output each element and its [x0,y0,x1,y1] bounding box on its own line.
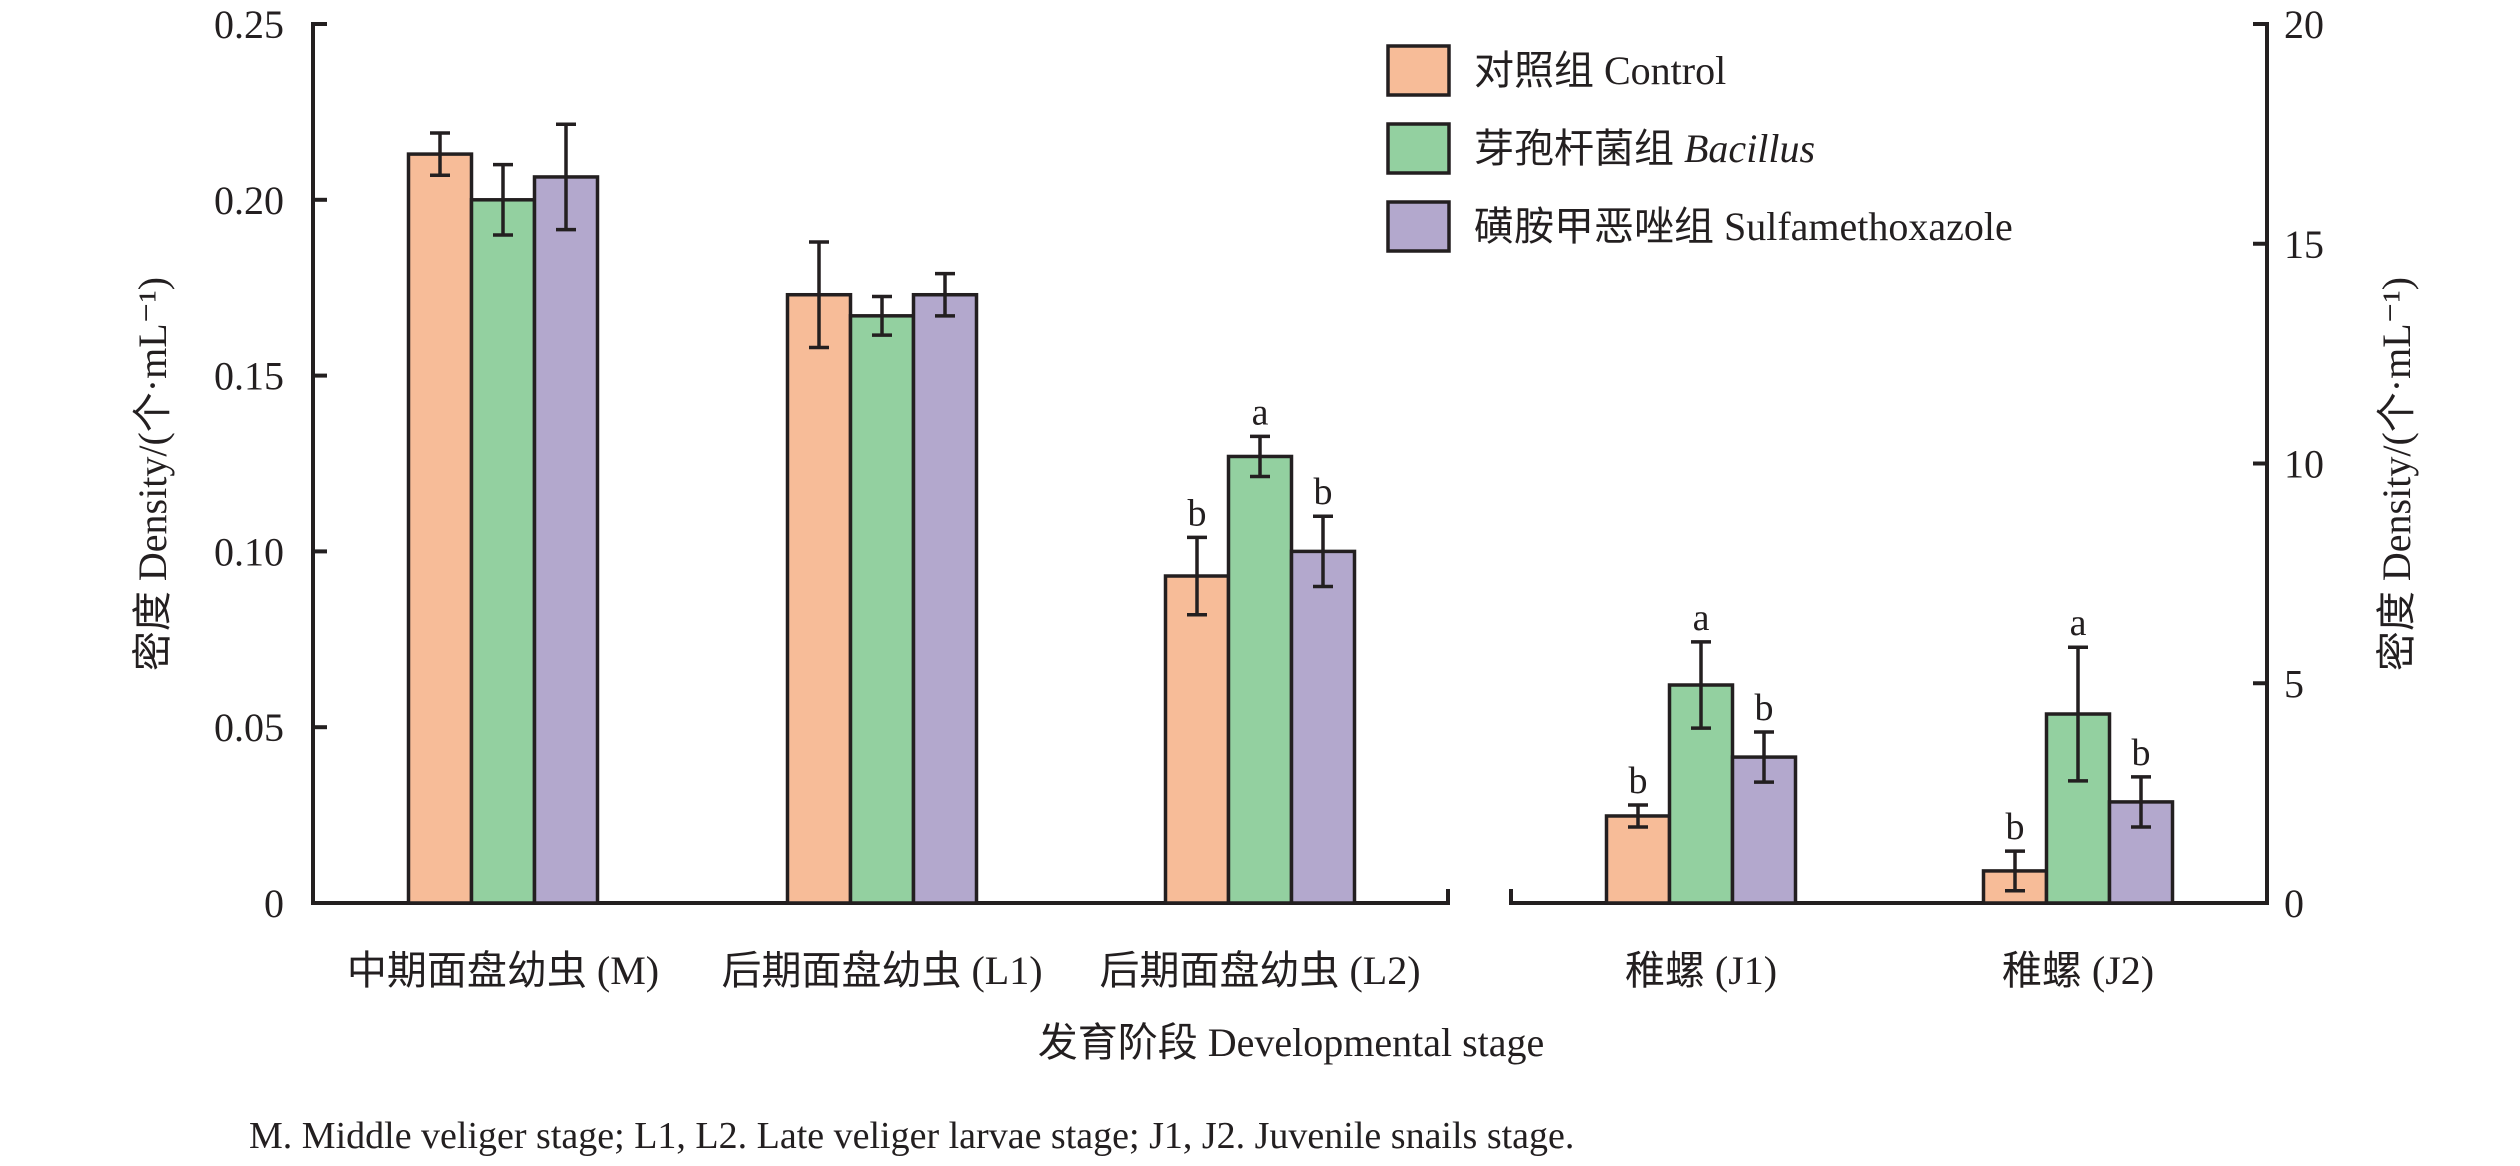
bar-3-3 [1289,549,1357,905]
figure-caption: M. Middle veliger stage; L1, L2. Late ve… [249,1115,1574,1157]
significance-letter: b [1629,760,1648,802]
error-bar-3-2 [1250,434,1270,479]
legend-swatch-2 [1386,122,1451,175]
significance-letter: b [1755,687,1774,729]
right-tick-label: 10 [2284,442,2324,487]
legend-label-1: 对照组 Control [1474,48,1726,93]
bar-2-1 [785,292,853,905]
left-tick-label: 0.05 [214,705,284,750]
significance-letter: b [1314,471,1333,513]
y-axis-title-right: 密度 Density/(个·mL⁻¹) [2374,277,2419,671]
bar-3-2 [1226,454,1294,905]
left-tick-label: 0.25 [214,2,284,47]
error-bar-1-1 [430,131,450,177]
tick-labels: 0 0.05 0.10 0.15 0.20 0.25 0 5 10 15 20 [214,2,2324,926]
bar-4-1 [1604,814,1672,905]
significance-letter: b [1188,492,1207,534]
y-axis-title-left: 密度 Density/(个·mL⁻¹) [130,277,175,671]
right-tick-label: 20 [2284,2,2324,47]
error-bar-2-3 [935,271,955,318]
error-bar-4-1 [1628,803,1648,829]
error-bar-5-2 [2068,645,2088,783]
right-tick-label: 15 [2284,222,2324,267]
category-labels: 中期面盘幼虫 (M) 后期面盘幼虫 (L1) 后期面盘幼虫 (L2) 稚螺 (J1) 稚… [347,948,2154,993]
category-label: 后期面盘幼虫 (L1) [721,948,1042,993]
error-bar-3-3 [1313,514,1333,589]
x-axis-title: 发育阶段 Developmental stage [1038,1020,1545,1065]
error-bar-2-2 [872,294,892,337]
error-bar-3-1 [1187,535,1207,617]
bar-2-2 [848,314,916,905]
significance-letter: a [1252,391,1269,433]
left-tick-label: 0.15 [214,354,284,399]
error-bar-1-2 [493,162,513,237]
error-bar-4-3 [1754,730,1774,784]
legend: 对照组 Control 芽孢杆菌组 Bacillus 磺胺甲恶唑组 Sulfamet… [1386,44,2013,253]
left-tick-label: 0.20 [214,178,284,223]
significance-letter: a [1693,597,1710,639]
legend-label-2: 芽孢杆菌组 Bacillus [1474,126,1815,171]
bar-2-3 [911,292,979,905]
error-bar-4-2 [1691,640,1711,730]
right-tick-label: 0 [2284,881,2304,926]
bars [406,152,2175,905]
category-label: 稚螺 (J2) [2002,948,2154,993]
error-bar-2-1 [809,240,829,350]
category-label: 稚螺 (J1) [1625,948,1777,993]
left-axis-line [311,22,1450,905]
significance-letter: a [2070,602,2087,644]
significance-letter: b [2006,806,2025,848]
legend-swatch-1 [1386,44,1451,97]
significance-letter: b [2132,732,2151,774]
error-bar-5-3 [2131,775,2151,829]
error-bars [430,122,2151,893]
right-axis-line [1509,22,2269,905]
category-label: 后期面盘幼虫 (L2) [1099,948,1420,993]
category-label: 中期面盘幼虫 (M) [347,948,659,993]
error-bar-5-1 [2005,849,2025,893]
significance-labels: b a b b a b b a b [1188,391,2151,848]
bar-1-1 [406,152,474,905]
bar-1-3 [532,175,600,905]
bar-1-2 [469,198,537,905]
bar-3-1 [1163,574,1231,905]
legend-label-3: 磺胺甲恶唑组 Sulfamethoxazole [1474,204,2013,249]
error-bar-1-3 [556,122,576,232]
right-tick-label: 5 [2284,661,2304,706]
legend-swatch-3 [1386,200,1451,253]
left-tick-label: 0.10 [214,529,284,574]
left-tick-label: 0 [264,881,284,926]
